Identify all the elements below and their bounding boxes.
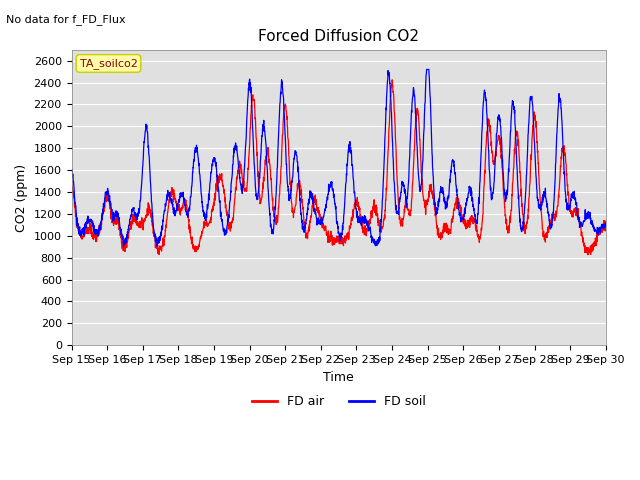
FD air: [68, 180, 76, 186]
FD soil: [570, 190, 578, 195]
FD soil: [555, 91, 563, 96]
Text: No data for f_FD_Flux: No data for f_FD_Flux: [6, 14, 126, 25]
FD soil: [494, 115, 502, 121]
Line: FD air: FD air: [72, 80, 605, 255]
FD soil: [423, 67, 431, 72]
FD air: [602, 222, 609, 228]
X-axis label: Time: Time: [323, 371, 354, 384]
FD air: [494, 137, 502, 143]
FD soil: [366, 226, 374, 232]
Legend: FD air, FD soil: FD air, FD soil: [246, 390, 431, 413]
FD air: [354, 203, 362, 209]
Y-axis label: CO2 (ppm): CO2 (ppm): [15, 163, 28, 231]
FD air: [570, 209, 577, 215]
Line: FD soil: FD soil: [72, 70, 605, 247]
FD soil: [120, 244, 127, 250]
Title: Forced Diffusion CO2: Forced Diffusion CO2: [258, 29, 419, 44]
FD air: [584, 252, 591, 258]
FD soil: [217, 209, 225, 215]
Text: TA_soilco2: TA_soilco2: [79, 58, 138, 69]
FD soil: [354, 219, 362, 225]
FD air: [365, 222, 373, 228]
FD air: [388, 77, 396, 83]
FD soil: [68, 165, 76, 171]
FD air: [555, 195, 563, 201]
FD soil: [602, 223, 609, 228]
FD air: [217, 175, 225, 180]
